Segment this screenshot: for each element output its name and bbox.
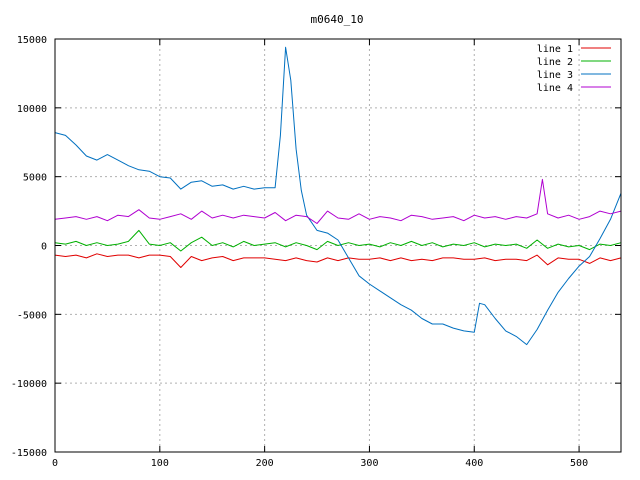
chart-title: m0640_10 [311,13,364,26]
y-tick-label: 5000 [23,173,47,184]
axis-ticks: 0 100 200 300 400 500 -15000 -10000 -5000 0 5000 10… [11,35,621,469]
legend-label: line 1 [537,44,573,55]
y-tick-label: -15000 [11,448,47,459]
series-line-4 [54,178,622,224]
x-tick-label: 500 [570,458,588,469]
x-tick-label: 300 [360,458,378,469]
y-tick-label: -10000 [11,379,47,390]
series-line-2 [54,229,622,252]
legend: line 1 line 2 line 3 line 4 [537,44,611,94]
series-line-1 [54,253,622,268]
legend-label: line 2 [537,57,573,68]
x-tick-label: 0 [52,458,58,469]
x-tick-label: 100 [151,458,169,469]
y-tick-label: 10000 [17,104,47,115]
x-tick-label: 200 [256,458,274,469]
y-tick-label: -5000 [17,310,47,321]
legend-label: line 4 [537,83,573,94]
series-lines [54,46,622,346]
y-tick-label: 15000 [17,35,47,46]
x-tick-label: 400 [465,458,483,469]
series-line-3 [54,46,622,346]
legend-label: line 3 [537,70,573,81]
y-tick-label: 0 [41,242,47,253]
